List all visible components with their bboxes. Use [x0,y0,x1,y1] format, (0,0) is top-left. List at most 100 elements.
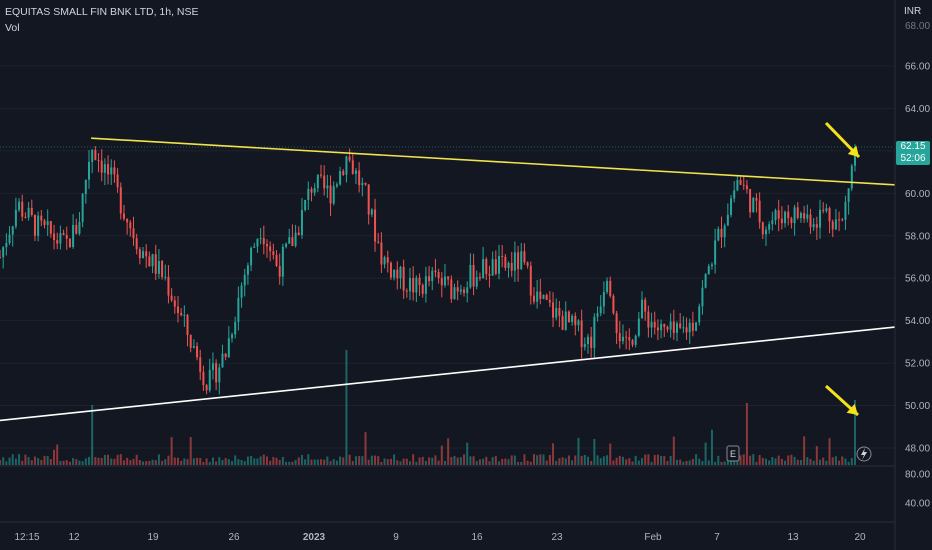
time-axis[interactable]: 12:15 12 19 26 2023 9 16 23 Feb 7 13 20 [14,532,866,543]
volume-bar [733,459,736,465]
candle-body [641,299,644,319]
candle-body [844,201,847,220]
candle-body [637,318,640,336]
candle-body [253,246,256,248]
volume-bar [615,457,618,465]
symbol-title[interactable]: EQUITAS SMALL FIN BNK LTD, 1h, NSE [5,6,199,18]
candle-body [548,299,551,303]
volume-bar [62,460,65,465]
volume-bar [532,454,535,465]
candle-body [621,336,624,342]
volume-bar [405,458,408,465]
volume-bar [37,458,40,465]
candle-body [205,385,208,391]
volume-bar [682,461,685,465]
candle-body [37,215,40,236]
candle-body [615,313,618,334]
candle-body [838,219,841,221]
volume-bar [698,458,701,465]
volume-bar [710,429,713,465]
volume-bar [625,459,628,465]
candle-body [218,367,221,383]
volume-bar [761,457,764,465]
volume-bar [316,459,319,465]
volume-bar [688,460,691,465]
volume-bar [103,454,106,465]
volume-bar [529,461,532,465]
candle-body [129,222,132,229]
candle-body [520,251,523,270]
candle-body [49,221,52,234]
volume-axis[interactable]: 80.00 40.00 [905,470,930,510]
volume-bar [24,454,27,465]
volume-bar [504,458,507,465]
candle-body [8,234,11,244]
volume-bar [275,457,278,465]
volume-bar [135,454,138,465]
volume-bar [56,444,59,465]
candle-body [202,371,205,386]
volume-bar [323,459,326,465]
volume-bar [59,460,62,465]
volume-bar [653,454,656,465]
candle-body [211,363,214,370]
volume-legend[interactable]: Vol [5,22,20,34]
lightning-icon[interactable] [856,446,872,462]
volume-bar [364,432,367,465]
candle-body [815,224,818,228]
candle-body [542,294,545,299]
candle-body [666,326,669,330]
volume-bar [723,461,726,465]
candle-body [53,233,56,241]
candle-body [75,224,78,234]
candle-body [199,357,202,372]
time-tick-label: 12:15 [14,532,39,543]
volume-bar [567,455,570,465]
candle-body [726,214,729,226]
volume-bar [752,454,755,465]
support-trendline[interactable] [0,326,896,422]
volume-bar [148,460,151,465]
volume-bar [386,459,389,465]
volume-bar [669,456,672,465]
candle-body [326,185,329,189]
candle-body [329,185,332,204]
candle-body [574,315,577,326]
candle-body [383,257,386,265]
volume-bar [119,454,122,465]
candle-body [431,270,434,282]
volume-bar [320,459,323,465]
volume-bar [644,454,647,465]
volume-bar [602,456,605,465]
volume-bar [265,456,268,465]
volume-bar [91,405,94,465]
candle-body [822,209,825,211]
candle-body [281,246,284,277]
candle-body [65,235,68,239]
volume-bar [335,460,338,465]
volume-bar [256,458,259,465]
candle-body [593,316,596,348]
volume-bar [577,437,580,465]
candle-body [421,285,424,294]
last-price-tag[interactable]: 62.15 [896,141,930,153]
volume-bar [631,461,634,465]
volume-bar [389,458,392,465]
volume-bar [234,455,237,465]
earnings-marker[interactable]: E [726,445,740,462]
candle-body [164,276,167,278]
volume-bar [774,458,777,465]
resistance-trendline[interactable] [91,137,896,186]
volume-bar [14,458,17,465]
candle-body [250,247,253,266]
volume-bar [116,454,119,465]
candle-body [510,262,513,271]
candle-body [567,311,570,323]
candle-body [456,287,459,292]
candle-body [834,219,837,230]
candle-body [806,214,809,219]
volume-tick-label: 40.00 [905,499,930,510]
volume-bar [304,459,307,465]
bar-countdown-tag: 52:06 [896,153,930,165]
